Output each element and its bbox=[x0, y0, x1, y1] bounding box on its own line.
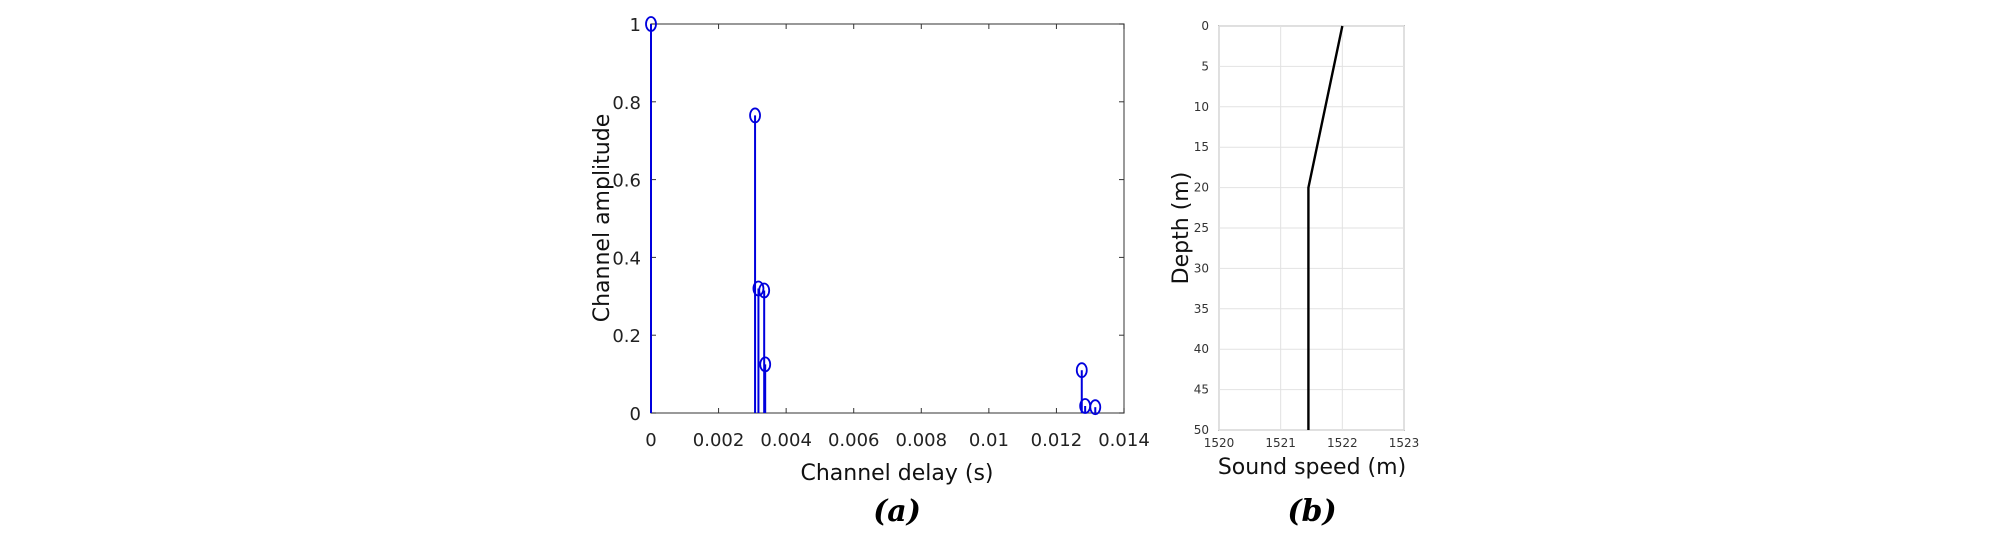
stem-marker bbox=[759, 356, 772, 373]
y-tick-label: 10 bbox=[1194, 100, 1209, 114]
y-tick-label: 0 bbox=[630, 404, 641, 425]
x-axis-label-a: Channel delay (s) bbox=[800, 461, 993, 486]
profile-line-b bbox=[1307, 25, 1344, 430]
panel-label-a: (a) bbox=[873, 494, 921, 529]
sound-speed-profile-line bbox=[1307, 25, 1344, 430]
stem-chart-panel-a: 0 0.002 0.004 0.006 0.008 0.01 0.012 0.014 0 0.2 0… bbox=[590, 15, 1150, 529]
y-tick-label: 40 bbox=[1194, 342, 1209, 356]
y-tick-label: 1 bbox=[630, 15, 641, 36]
stem-marker bbox=[645, 16, 657, 32]
y-tick-label: 20 bbox=[1194, 181, 1209, 195]
x-tick-label: 1523 bbox=[1389, 436, 1420, 450]
plot-area-a bbox=[650, 23, 1125, 414]
y-tick-label: 0 bbox=[1201, 19, 1209, 33]
grid-b bbox=[1218, 25, 1405, 431]
x-tick-label: 1521 bbox=[1265, 436, 1296, 450]
x-tick-label: 0 bbox=[645, 430, 656, 451]
stem-marker bbox=[758, 282, 771, 299]
panel-label-b: (b) bbox=[1287, 494, 1336, 529]
axis-ticks-a: 0 0.002 0.004 0.006 0.008 0.01 0.012 0.014 0 0.2 0… bbox=[612, 15, 1149, 451]
y-tick-label: 0.4 bbox=[612, 248, 641, 269]
y-axis-label-b: Depth (m) bbox=[1169, 172, 1194, 285]
x-tick-label: 0.004 bbox=[760, 430, 812, 451]
y-tick-label: 0.6 bbox=[612, 171, 641, 192]
y-tick-label: 0.2 bbox=[612, 326, 641, 347]
y-tick-label: 25 bbox=[1194, 221, 1209, 235]
x-tick-label: 0.014 bbox=[1098, 430, 1150, 451]
y-axis-label-a: Channel amplitude bbox=[590, 114, 615, 322]
y-tick-label: 5 bbox=[1201, 59, 1209, 73]
x-axis-label-b: Sound speed (m) bbox=[1218, 455, 1406, 480]
x-tick-label: 0.008 bbox=[896, 430, 948, 451]
x-tick-label: 0.012 bbox=[1031, 430, 1083, 451]
y-tick-label: 30 bbox=[1194, 261, 1209, 275]
x-tick-label: 0.01 bbox=[969, 430, 1009, 451]
stem-marks-a bbox=[645, 16, 1102, 416]
x-tick-label: 0.002 bbox=[693, 430, 745, 451]
y-tick-label: 35 bbox=[1194, 302, 1209, 316]
x-tick-label: 1520 bbox=[1204, 436, 1235, 450]
x-tick-label: 1522 bbox=[1327, 436, 1358, 450]
y-tick-label: 50 bbox=[1194, 423, 1209, 437]
y-tick-label: 0.8 bbox=[612, 93, 641, 114]
x-tick-label: 0.006 bbox=[828, 430, 880, 451]
stem-marker bbox=[752, 280, 765, 297]
stem-marker bbox=[749, 107, 761, 124]
stem-marker bbox=[1089, 399, 1102, 416]
stem-marker bbox=[1075, 362, 1088, 379]
y-tick-label: 15 bbox=[1194, 140, 1209, 154]
y-tick-label: 45 bbox=[1194, 383, 1209, 397]
